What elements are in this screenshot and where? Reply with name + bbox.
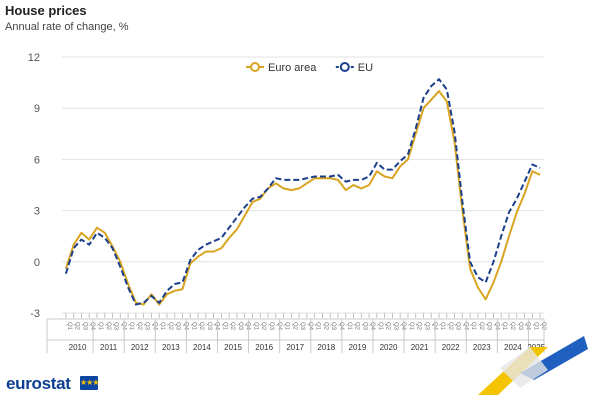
year-label: 2013 xyxy=(162,343,180,352)
quarter-tick-label: Q1 xyxy=(66,322,72,331)
quarter-tick-label: Q1 xyxy=(315,322,321,331)
quarter-tick-label: Q1 xyxy=(190,322,196,331)
quarter-tick-label: Q3 xyxy=(455,322,461,331)
quarter-tick-label: Q2 xyxy=(416,322,422,331)
quarter-tick-label: Q2 xyxy=(478,322,484,331)
quarter-tick-label: Q1 xyxy=(284,322,290,331)
quarter-tick-label: Q2 xyxy=(291,322,297,331)
quarter-tick-label: Q3 xyxy=(517,322,523,331)
quarter-tick-label: Q4 xyxy=(307,322,313,331)
quarter-tick-label: Q2 xyxy=(229,322,235,331)
quarter-tick-label: Q3 xyxy=(299,322,305,331)
y-tick-label: 12 xyxy=(28,52,40,64)
legend-label: EU xyxy=(358,62,373,74)
quarter-tick-label: Q1 xyxy=(439,322,445,331)
quarter-tick-label: Q4 xyxy=(431,322,437,331)
quarter-tick-label: Q4 xyxy=(338,322,344,331)
chart-subtitle: Annual rate of change, % xyxy=(5,21,129,33)
quarter-tick-label: Q1 xyxy=(377,322,383,331)
quarter-tick-label: Q3 xyxy=(392,322,398,331)
quarter-tick-label: Q2 xyxy=(354,322,360,331)
year-label: 2023 xyxy=(473,343,491,352)
quarter-tick-label: Q4 xyxy=(89,322,95,331)
quarter-tick-label: Q2 xyxy=(509,322,515,331)
year-label: 2014 xyxy=(193,343,211,352)
year-label: 2016 xyxy=(255,343,273,352)
year-label: 2012 xyxy=(131,343,149,352)
quarter-tick-label: Q2 xyxy=(260,322,266,331)
quarter-tick-label: Q4 xyxy=(400,322,406,331)
series-line xyxy=(64,78,541,306)
quarter-tick-label: Q3 xyxy=(206,322,212,331)
quarter-tick-label: Q4 xyxy=(493,322,499,331)
year-label: 2022 xyxy=(442,343,460,352)
year-label: 2015 xyxy=(224,343,242,352)
quarter-tick-label: Q1 xyxy=(408,322,414,331)
eu-flag-icon: ★★★ xyxy=(80,376,100,390)
quarter-tick-label: Q1 xyxy=(97,322,103,331)
quarter-tick-label: Q2 xyxy=(447,322,453,331)
quarter-tick-label: Q3 xyxy=(237,322,243,331)
quarter-tick-label: Q1 xyxy=(532,322,538,331)
quarter-tick-label: Q2 xyxy=(105,322,111,331)
legend-marker xyxy=(250,62,260,72)
quarter-tick-label: Q4 xyxy=(245,322,251,331)
quarter-tick-label: Q4 xyxy=(151,322,157,331)
y-tick-label: -3 xyxy=(30,308,40,320)
quarter-tick-label: Q4 xyxy=(462,322,468,331)
y-tick-label: 9 xyxy=(34,103,40,115)
quarter-tick-label: Q3 xyxy=(81,322,87,331)
quarter-tick-label: Q2 xyxy=(136,322,142,331)
quarter-tick-label: Q4 xyxy=(525,322,531,331)
quarter-tick-label: Q3 xyxy=(361,322,367,331)
quarter-tick-label: Q1 xyxy=(159,322,165,331)
year-label: 2011 xyxy=(100,343,118,352)
year-label: 2017 xyxy=(286,343,304,352)
series-line xyxy=(64,90,541,306)
legend-marker xyxy=(339,62,350,72)
year-label: 2018 xyxy=(317,343,335,352)
quarter-tick-label: Q4 xyxy=(183,322,189,331)
quarter-tick-label: Q4 xyxy=(369,322,375,331)
quarter-tick-label: Q1 xyxy=(221,322,227,331)
y-tick-label: 6 xyxy=(34,154,40,166)
quarter-tick-label: Q3 xyxy=(268,322,274,331)
quarter-tick-label: Q2 xyxy=(322,322,328,331)
quarter-tick-label: Q3 xyxy=(175,322,181,331)
quarter-tick-label: Q1 xyxy=(128,322,134,331)
quarter-tick-label: Q3 xyxy=(424,322,430,331)
quarter-tick-label: Q2 xyxy=(385,322,391,331)
quarter-tick-label: Q3 xyxy=(330,322,336,331)
year-label: 2021 xyxy=(411,343,429,352)
quarter-tick-label: Q3 xyxy=(113,322,119,331)
quarter-tick-label: Q2 xyxy=(167,322,173,331)
quarter-tick-label: Q1 xyxy=(252,322,258,331)
legend-label: Euro area xyxy=(268,62,317,74)
quarter-tick-label: Q2 xyxy=(74,322,80,331)
year-label: 2019 xyxy=(349,343,367,352)
quarter-tick-label: Q1 xyxy=(470,322,476,331)
y-tick-label: 0 xyxy=(34,257,40,269)
eurostat-logo: eurostat xyxy=(6,374,71,393)
year-label: 2010 xyxy=(69,343,87,352)
quarter-tick-label: Q2 xyxy=(540,322,546,331)
quarter-tick-label: Q3 xyxy=(144,322,150,331)
year-label: 2024 xyxy=(504,343,522,352)
quarter-tick-label: Q4 xyxy=(214,322,220,331)
chart-title: House prices xyxy=(5,3,87,18)
quarter-tick-label: Q1 xyxy=(501,322,507,331)
y-tick-label: 3 xyxy=(34,206,40,218)
quarter-tick-label: Q2 xyxy=(198,322,204,331)
quarter-tick-label: Q4 xyxy=(120,322,126,331)
year-label: 2020 xyxy=(380,343,398,352)
quarter-tick-label: Q4 xyxy=(276,322,282,331)
quarter-tick-label: Q1 xyxy=(346,322,352,331)
brand-ribbon-grey xyxy=(500,347,548,388)
quarter-tick-label: Q3 xyxy=(486,322,492,331)
